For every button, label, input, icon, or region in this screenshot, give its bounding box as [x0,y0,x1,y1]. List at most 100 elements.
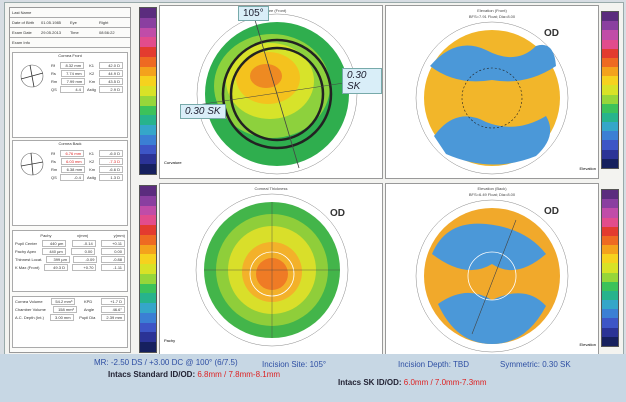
map-subtitle: BFS=7.91 Float; Dia=8.00 [468,14,516,19]
pachy-cell: -0.88 [101,255,125,263]
cornea-front-title: Cornea Front [58,53,82,58]
scale-swatch [602,67,618,77]
k-value-2: 2.9 D [98,85,123,93]
header-row: Exam Date 29.05.2013 Time 08:56:22 [10,28,130,38]
pachy-col-header: x(mm) [76,232,89,238]
scale-swatch [602,208,618,218]
header-row: Exam Info [10,38,130,48]
right-segment-callout: 0.30 SK [342,68,382,94]
k-row: Rf 8.32 mm K1 42.0 D [49,61,125,69]
pachy-cell: 440 µm [42,239,67,247]
scale-swatch [140,56,156,67]
elevation-front-map: Elevation (Front) BFS=7.91 Float; Dia=8.… [385,5,599,179]
pachy-col-header: y(mm) [113,232,125,238]
k-label-2: K2 [89,70,95,76]
volume-cell: 2.39 mm [100,313,125,321]
volume-cell: 3.00 mm [49,313,74,321]
pachy-cell: Thinnest Locat. [15,256,43,262]
scale-swatch [140,186,156,196]
header-row: Last Name [10,8,130,18]
k-value: 7.74 mm [60,69,85,77]
scale-swatch [140,37,156,47]
pachy-col-header: Pachy [40,232,52,238]
k-value: -0.4 [59,173,84,181]
pachy-cell: 0.00 [71,247,96,255]
cornea-back-title: Cornea Back [58,141,82,146]
scale-swatch [140,215,156,225]
pachy-cell: 49.3 D [43,263,68,271]
volume-cell: Pupil Dia [79,314,96,320]
map-title: Elevation (Back) [477,186,507,191]
volume-cell: 158 mm³ [52,305,77,313]
k-row: QS -0.4 Astig 1.3 D [49,173,125,181]
elevation-back-color-scale [601,189,619,347]
scale-swatch [602,112,618,123]
k-label: Rm [51,166,58,172]
scale-swatch [602,131,618,141]
k-value-2: 42.0 D [99,61,123,69]
thickness-map-graphic [195,193,349,347]
scale-swatch [602,336,618,346]
scale-swatch [140,164,156,174]
scale-swatch [140,205,156,216]
k-label: QS [51,86,57,92]
scale-swatch [602,281,618,291]
cornea-back-section: Cornea Back Rf 6.76 mm K1 -6.0 D Rs 6.03 mm K2… [12,140,128,226]
scale-swatch [140,76,156,86]
scale-swatch [140,264,156,274]
scale-swatch [140,195,156,206]
scale-swatch [602,272,618,282]
scale-swatch [602,94,618,104]
elevation-scale-label: Elevation [579,342,596,347]
scale-swatch [140,273,156,284]
intacs-sk: Intacs SK ID/OD: 6.0mm / 7.0mm-7.3mm [338,378,486,387]
k-label: Rf [51,62,55,68]
pachy-cell: Pupil Center [15,240,38,246]
volume-row: Chamber Volume 158 mm³ Angle 46.6° [13,305,127,313]
scale-swatch [602,217,618,227]
intacs-sk-value: 6.0mm / 7.0mm-7.3mm [403,378,487,387]
k-row: QS 4.4 Astig 2.9 D [49,85,125,93]
k-value-2: 44.9 D [99,69,123,77]
header-label: Exam Info [12,40,31,45]
elevation-front-graphic [415,21,569,175]
k-value: 6.76 mm [60,149,85,157]
curvature-color-scale [139,7,157,175]
pachy-color-scale [139,185,157,353]
scale-swatch [140,303,156,313]
pachy-section: Pachy x(mm) y(mm) Pupil Center 440 µm -0.14 +0… [12,230,128,292]
scale-swatch [602,309,618,319]
k-row: Rm 7.99 mm Km 43.5 D [49,77,125,85]
pachy-cell: +0.70 [72,263,97,271]
pachy-cell: -0.14 [71,239,96,247]
scale-swatch [602,290,618,301]
intacs-standard-value: 6.8mm / 7.8mm-8.1mm [197,370,281,379]
volume-cell: Cornea Volume [15,298,43,304]
header-value: 01.05.1985 [41,20,62,25]
scale-swatch [140,332,156,342]
cornea-front-axis-diagram [20,64,44,88]
pachy-cell: Pachy Apex [15,248,37,254]
header-label: Last Name [12,10,32,15]
scale-swatch [140,115,156,125]
k-row: Rs 6.03 mm K2 -7.3 D [49,157,125,165]
intacs-standard: Intacs Standard ID/OD: 6.8mm / 7.8mm-8.1… [108,370,280,379]
scale-swatch [602,245,618,255]
header-row: Date of Birth 01.05.1985 Eye Right [10,18,130,28]
header-value-2: 08:56:22 [99,30,115,35]
scale-swatch [602,30,618,40]
scale-swatch [140,27,156,38]
eye-label: OD [544,206,559,217]
pachy-row: Thinnest Locat. 399 µm -0.09 -0.88 [13,255,127,263]
pachy-cell: 399 µm [45,255,70,263]
volume-cell: Chamber Volume [15,306,46,312]
elevation-back-map: Elevation (Back) BFS=6.49 Float; Dia=8.0… [385,183,599,355]
pachy-cell: 0.00 [101,247,125,255]
scale-swatch [602,39,618,49]
pachy-header: Pachy x(mm) y(mm) [13,231,127,239]
pachy-cell: +0.11 [101,239,125,247]
scale-swatch [602,12,618,22]
scale-swatch [140,154,156,164]
k-label-2: Astig [86,174,96,180]
map-subtitle: BFS=6.49 Float; Dia=8.00 [468,192,516,197]
